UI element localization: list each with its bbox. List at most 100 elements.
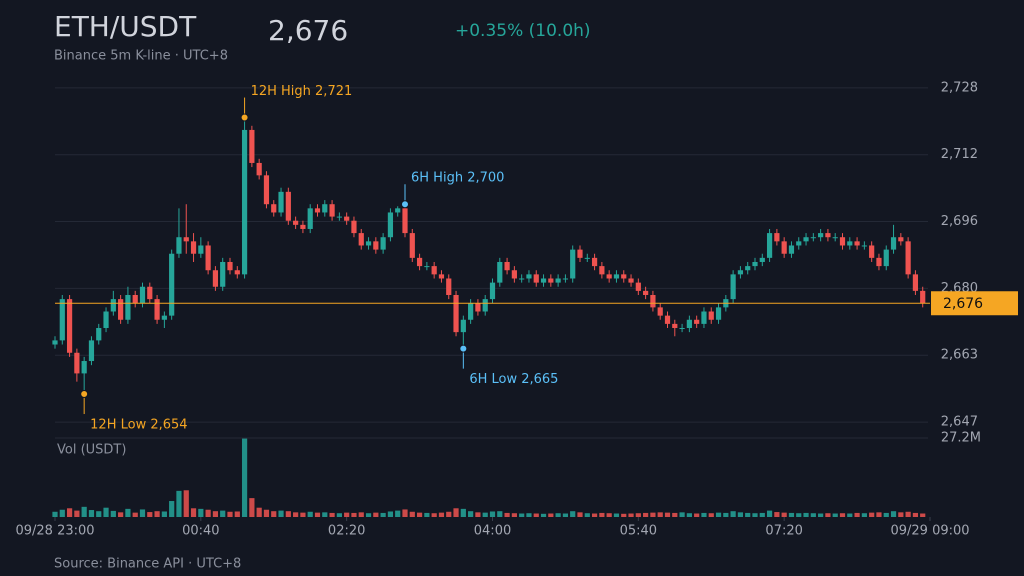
- volume-bar: [147, 512, 153, 517]
- volume-bar: [621, 513, 627, 517]
- candle-body: [839, 237, 846, 246]
- volume-bar: [154, 511, 160, 517]
- candle-body: [810, 237, 816, 239]
- candle-body: [737, 270, 744, 275]
- volume-bar: [511, 513, 517, 517]
- candle-body: [584, 257, 590, 259]
- candle-body: [139, 286, 146, 304]
- source-note: Source: Binance API · UTC+8: [54, 557, 241, 572]
- candle-body: [657, 307, 663, 316]
- x-tick-label: 00:40: [182, 524, 219, 539]
- candle-body: [635, 282, 641, 291]
- candle-body: [220, 261, 226, 287]
- volume-bar: [169, 501, 175, 517]
- volume-bar: [88, 510, 95, 517]
- candle-body: [110, 299, 116, 312]
- candle-body: [694, 319, 700, 324]
- candle-body: [263, 175, 270, 205]
- x-tick-label: 04:00: [474, 524, 511, 539]
- annotation-marker: [459, 344, 468, 353]
- volume-bar: [205, 509, 211, 517]
- x-tick-label: 09/28 23:00: [15, 524, 94, 539]
- candle-body: [781, 241, 787, 254]
- candle-body: [664, 315, 671, 324]
- candle-body: [271, 204, 277, 213]
- volume-label: Vol (USDT): [57, 443, 126, 458]
- volume-bar: [504, 512, 510, 517]
- volume-bar: [730, 511, 736, 517]
- volume-bar: [679, 512, 685, 517]
- candle-body: [555, 278, 561, 283]
- candle-body: [854, 241, 860, 246]
- volume-bar: [468, 511, 474, 517]
- volume-bar: [708, 513, 714, 517]
- candle-body: [161, 315, 167, 320]
- volume-bar: [293, 512, 299, 517]
- volume-bar: [212, 511, 219, 517]
- volume-bar: [694, 513, 700, 517]
- volume-bar: [745, 512, 751, 517]
- candle-body: [241, 129, 248, 275]
- candle-body: [519, 278, 525, 280]
- volume-bar: [387, 511, 394, 517]
- volume-bar: [336, 513, 342, 517]
- volume-bar: [285, 511, 291, 517]
- volume-bar: [905, 511, 911, 517]
- candle-body: [344, 216, 350, 221]
- candle-body: [591, 257, 598, 267]
- candle-body: [577, 249, 583, 258]
- candle-body: [249, 129, 255, 163]
- x-tick-label: 02:20: [328, 524, 365, 539]
- candle-body: [424, 266, 430, 268]
- candle-body: [803, 237, 809, 242]
- volume-bar: [898, 512, 904, 517]
- candle-body: [278, 191, 284, 213]
- candle-body: [336, 216, 342, 218]
- candle-body: [300, 224, 306, 229]
- volume-bar: [832, 513, 838, 517]
- volume-bar: [635, 513, 641, 517]
- volume-bar: [890, 511, 897, 517]
- volume-bar: [577, 512, 583, 517]
- volume-bar: [380, 512, 386, 517]
- candle-body: [679, 328, 685, 330]
- volume-bar: [263, 509, 270, 517]
- volume-bar: [774, 512, 780, 517]
- volume-bar: [752, 513, 758, 517]
- candle-body: [876, 257, 882, 267]
- volume-bar: [672, 512, 678, 517]
- volume-bar: [715, 512, 722, 517]
- candle-body: [365, 241, 372, 246]
- candle-body: [256, 162, 262, 176]
- volume-bar: [562, 513, 569, 517]
- volume-bar: [869, 512, 875, 517]
- volume-bar: [519, 513, 525, 517]
- candle-body: [409, 233, 415, 258]
- volume-bar: [424, 512, 430, 517]
- volume-bar: [854, 512, 860, 517]
- candle-body: [395, 208, 401, 213]
- candle-body: [190, 241, 197, 254]
- volume-bar: [161, 511, 167, 517]
- candle-body: [205, 245, 211, 271]
- volume-bar: [329, 512, 335, 517]
- x-tick-label: 07:20: [765, 524, 802, 539]
- volume-bar: [438, 512, 445, 517]
- candle-body: [81, 361, 87, 374]
- volume-bar: [818, 513, 824, 517]
- volume-bar: [351, 512, 357, 517]
- volume-bar: [52, 511, 58, 517]
- candle-body: [766, 233, 773, 258]
- volume-bar: [453, 508, 459, 517]
- volume-bar: [241, 438, 248, 517]
- volume-bar: [74, 510, 80, 517]
- candle-body: [788, 245, 795, 254]
- volume-bar: [497, 511, 503, 517]
- volume-bar: [475, 512, 481, 517]
- candle-body: [147, 286, 153, 300]
- volume-bar: [234, 511, 240, 517]
- candle-body: [307, 208, 313, 229]
- volume-bar: [59, 509, 65, 517]
- volume-bar: [839, 513, 846, 517]
